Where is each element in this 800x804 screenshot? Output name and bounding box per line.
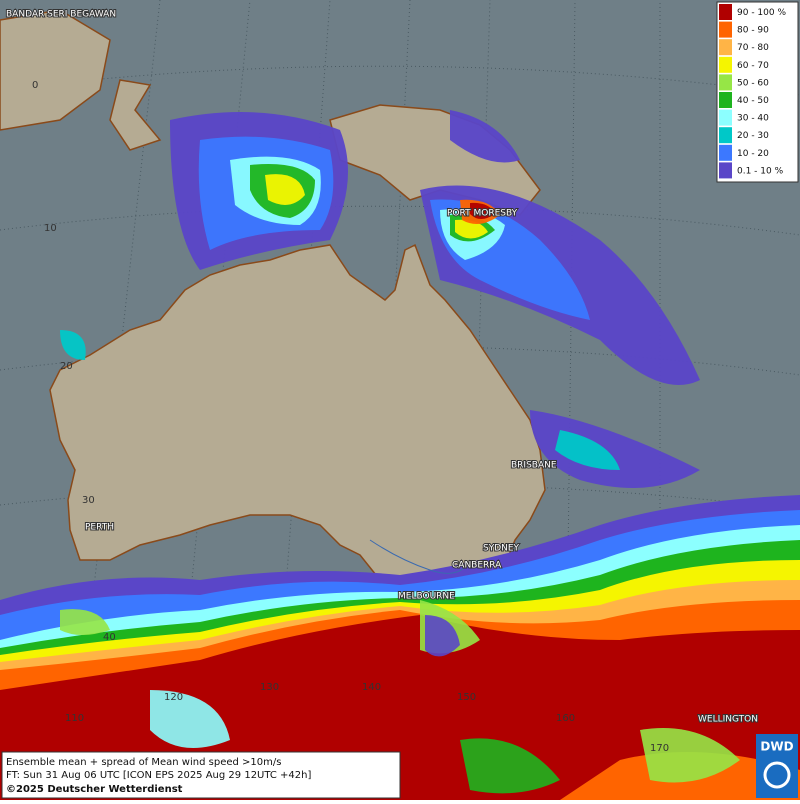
legend-swatch <box>719 144 732 161</box>
city-label: SYDNEY <box>483 544 520 554</box>
legend-swatch <box>719 74 732 91</box>
latitude-label: 40 <box>103 632 116 643</box>
footer-text: Ensemble mean + spread of Mean wind spee… <box>6 757 281 768</box>
legend-label: 50 - 60 <box>737 78 769 88</box>
wind-area <box>450 110 520 163</box>
legend-label: 30 - 40 <box>737 114 769 124</box>
city-label: PORT MORESBY <box>447 209 518 219</box>
footer: Ensemble mean + spread of Mean wind spee… <box>1 751 401 799</box>
legend-swatch <box>719 92 732 108</box>
wind-area <box>640 728 740 783</box>
wind-area <box>60 609 110 635</box>
wind-area <box>150 690 230 748</box>
australia <box>49 243 546 601</box>
legend: 90 - 100 % 80 - 90 70 - 80 60 - 70 50 - 60 40… <box>716 1 799 183</box>
city-label: WELLINGTON <box>698 715 758 725</box>
legend-swatch <box>719 127 732 144</box>
wind-area <box>265 174 305 205</box>
legend-label: 0.1 - 10 % <box>737 166 784 176</box>
legend-swatch <box>719 56 732 73</box>
borneo <box>0 9 111 131</box>
logo: DWD <box>756 734 798 798</box>
longitude-label: 140 <box>362 682 381 693</box>
legend-label: 60 - 70 <box>737 61 769 71</box>
longitude-label: 120 <box>164 692 183 703</box>
latitude-label: 30 <box>82 495 95 506</box>
longitude-label: 160 <box>556 713 575 724</box>
legend-label: 40 - 50 <box>737 96 769 106</box>
legend-swatch <box>719 39 732 56</box>
footer-text: ©2025 Deutscher Wetterdienst <box>6 784 183 795</box>
river <box>369 539 471 574</box>
wind-field <box>0 110 800 800</box>
sulawesi <box>109 79 162 151</box>
latitude-label: 20 <box>60 361 73 372</box>
legend-label: 70 - 80 <box>737 43 769 53</box>
legend-swatch <box>719 162 732 179</box>
legend-swatch <box>719 109 732 126</box>
latitude-label: 0 <box>32 80 38 91</box>
wind-area <box>530 410 700 488</box>
legend-swatch <box>719 21 732 38</box>
longitude-label: 170 <box>650 743 669 754</box>
wind-area <box>555 430 620 470</box>
logo-icon <box>763 761 791 789</box>
map-labels: BANDAR SERI BEGAWAN PORT MORESBY BRISBAN… <box>5 9 759 755</box>
longitude-label: 150 <box>457 692 476 703</box>
logo-text: DWD <box>760 740 793 754</box>
legend-label: 10 - 20 <box>737 149 769 159</box>
capital-label: BANDAR SERI BEGAWAN <box>6 10 116 20</box>
footer-text: FT: Sun 31 Aug 06 UTC [ICON EPS 2025 Aug… <box>6 770 311 781</box>
city-label: MELBOURNE <box>398 592 455 602</box>
longitude-label: 110 <box>65 713 84 724</box>
legend-label: 80 - 90 <box>737 26 769 36</box>
wind-area <box>60 330 86 360</box>
footer-box <box>1 751 401 799</box>
wind-area <box>470 202 495 219</box>
wind-area <box>460 738 560 794</box>
wind-area <box>425 615 460 657</box>
city-label: BRISBANE <box>511 461 557 471</box>
legend-label: 90 - 100 % <box>737 8 786 18</box>
legend-label: 20 - 30 <box>737 131 769 141</box>
legend-swatch <box>719 4 732 20</box>
longitude-label: 130 <box>260 682 279 693</box>
latitude-label: 10 <box>44 223 57 234</box>
wind-area <box>455 219 488 239</box>
city-label: PERTH <box>85 523 114 533</box>
city-label: CANBERRA <box>452 561 502 571</box>
